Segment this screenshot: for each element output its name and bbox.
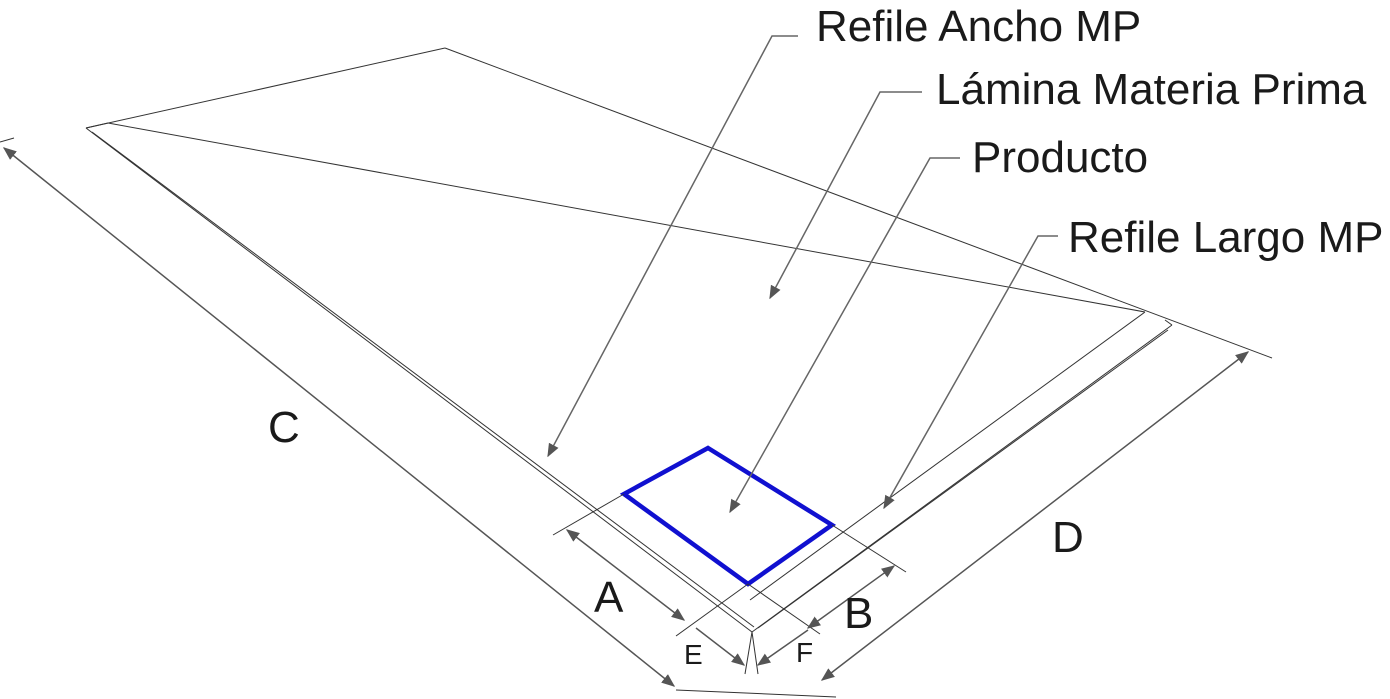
extension-lines [0,137,907,698]
leader-refile-largo [883,235,1058,510]
leader-producto [729,157,960,514]
leader-lamina [769,91,922,300]
dimension-b-label: B [844,589,873,638]
dimension-c-label: C [268,403,300,452]
dimension-d-label: D [1052,513,1084,562]
leader-refile-ancho [547,35,798,458]
dimension-f-line [756,629,809,666]
label-lamina-materia-prima: Lámina Materia Prima [936,65,1367,114]
dimension-d-line [820,351,1250,681]
dimension-a-line [565,529,686,621]
dimension-lines [2,147,1250,687]
dimension-f-label: F [796,637,813,668]
dimension-a-label: A [594,573,624,622]
dimension-e-label: E [684,639,703,670]
product-outline [619,445,837,587]
label-producto: Producto [972,133,1148,182]
leader-lines [547,35,1058,514]
dimension-c-line [2,147,676,687]
dimension-b-line [806,565,896,629]
label-refile-largo: Refile Largo MP [1068,213,1383,262]
dimension-e-line [695,627,746,666]
label-refile-ancho: Refile Ancho MP [816,2,1141,51]
